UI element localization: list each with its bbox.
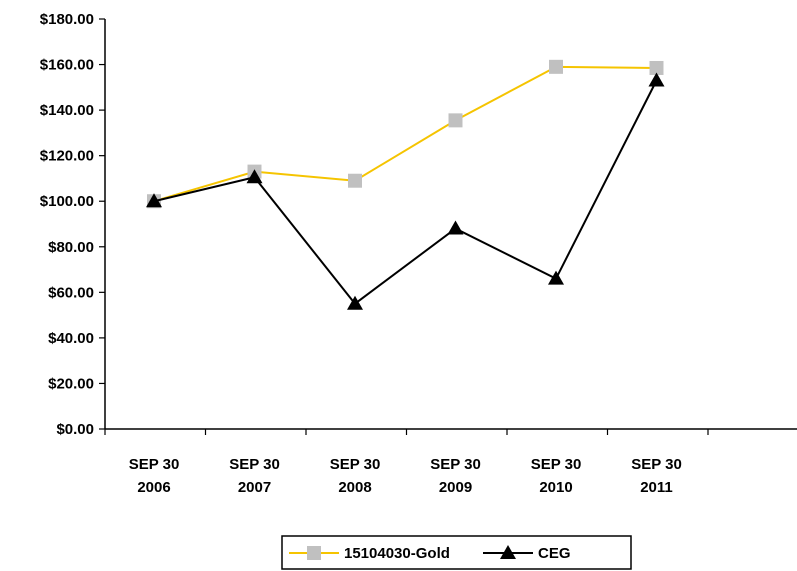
x-tick-label: SEP 30 2010 <box>531 456 582 496</box>
data-point <box>648 72 665 87</box>
data-point <box>348 173 362 188</box>
y-tick-label: $180.00 <box>40 11 94 28</box>
y-tick-label: $60.00 <box>48 284 94 301</box>
legend-swatch-marker <box>307 546 321 560</box>
data-point <box>447 220 464 235</box>
y-tick-label: $20.00 <box>48 375 94 392</box>
legend-label: 15104030-Gold <box>344 545 450 562</box>
legend-item: CEG <box>483 545 571 562</box>
x-tick-label: SEP 30 2007 <box>229 456 280 496</box>
data-point <box>146 193 162 208</box>
x-tick-label: SEP 30 2006 <box>129 456 180 496</box>
legend-items: 15104030-Gold CEG <box>289 545 571 562</box>
y-tick-label: $120.00 <box>40 148 94 165</box>
legend: 15104030-Gold CEG <box>281 535 632 570</box>
legend-box <box>281 535 632 570</box>
y-tick-label: $160.00 <box>40 57 94 74</box>
y-axis-ticks: $0.00 $20.00 $40.00 $60.00 $80.00 $100.00 $120… <box>40 11 105 438</box>
y-tick-label: $140.00 <box>40 102 94 119</box>
y-tick-label: $0.00 <box>56 421 94 438</box>
series-line <box>153 80 658 306</box>
x-tick-label: SEP 30 2011 <box>631 456 682 496</box>
x-axis-ticks: SEP 30 2006 SEP 30 2007 SEP 30 2008 SEP 30 2009… <box>104 429 709 496</box>
data-point <box>549 59 563 74</box>
legend-swatch-marker <box>500 545 516 559</box>
x-tick-label: SEP 30 2009 <box>430 456 481 496</box>
data-point <box>448 113 463 128</box>
data-point <box>246 169 263 184</box>
data-point <box>649 60 664 75</box>
x-tick-label: SEP 30 2008 <box>330 456 381 496</box>
y-tick-label: $80.00 <box>48 239 94 256</box>
series-layer <box>146 59 665 310</box>
data-point <box>347 295 363 310</box>
series-1 <box>146 72 665 310</box>
legend-item: 15104030-Gold <box>289 545 450 562</box>
legend-label: CEG <box>538 545 571 562</box>
series-line <box>153 65 657 203</box>
series-0 <box>147 59 664 209</box>
data-point <box>548 270 564 285</box>
y-tick-label: $40.00 <box>48 330 94 347</box>
axes <box>104 19 797 430</box>
y-tick-label: $100.00 <box>40 193 94 210</box>
